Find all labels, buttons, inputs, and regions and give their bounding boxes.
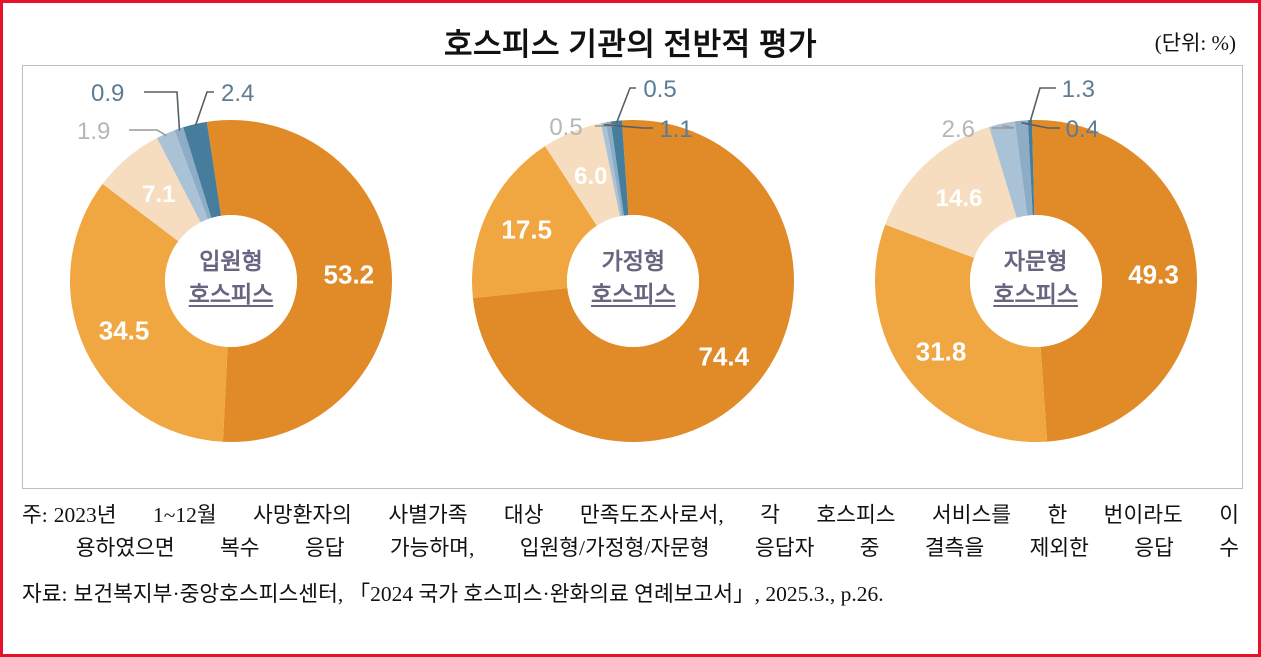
donut-slice [884,126,1017,258]
donut-chart-home: 가정형 호스피스 74.4 17.5 6.0 0.5 0.5 1.1 [431,66,833,490]
callout-leader-line [1021,121,1060,129]
donut-slice [472,146,598,299]
donut-slice [601,122,623,217]
chart-header: 호스피스 기관의 전반적 평가 (단위: %) [3,3,1258,65]
chart-footnotes: 주: 2023년 1~12월 사망환자의 사별가족 대상 만족도조사로서, 각 … [22,499,1239,611]
source-text: 보건복지부·중앙호스피스센터, 「2024 국가 호스피스·완화의료 연례보고서… [73,582,884,607]
donut-slice [69,183,228,442]
donut-slice [1014,120,1033,216]
donut-hole [165,215,297,347]
donut-slice [606,121,625,216]
donut-slice [102,138,201,242]
donut-slice [874,224,1047,442]
donut-slice [1027,120,1034,216]
note-label: 주: [22,503,48,527]
note-line-1: 2023년 1~12월 사망환자의 사별가족 대상 만족도조사로서, 각 호스피… [53,503,1239,527]
donut-slice [206,120,392,442]
note-line-2: 용하였으면 복수 응답 가능하며, 입원형/가정형/자문형 응답자 중 결측을 … [75,535,1239,560]
donut-slice [988,121,1027,218]
callout-leader-line [144,91,181,131]
donut-slice [1031,120,1197,442]
donut-hole [567,215,700,347]
plot-frame: 입원형 호스피스 53.2 34.5 7.1 0.9 2.4 1.9 가정형 호스피스 7… [22,65,1243,489]
callout-leader-line [129,129,167,137]
donut-chart-inpatient: 입원형 호스피스 53.2 34.5 7.1 0.9 2.4 1.9 [29,66,431,490]
donut-svg-2 [874,87,1197,442]
callout-leader-line [616,87,637,124]
unit-note: (단위: %) [1154,31,1236,55]
donut-slice [545,123,621,226]
callout-leader-line [603,123,654,129]
callout-leader-line [991,124,1014,129]
source-row: 자료: 보건복지부·중앙호스피스센터, 「2024 국가 호스피스·완화의료 연… [22,578,1239,610]
donut-slice [611,120,629,216]
donut-charts-row: 입원형 호스피스 53.2 34.5 7.1 0.9 2.4 1.9 가정형 호스피스 7… [23,66,1242,488]
donut-svg-1 [472,87,795,442]
note-body: 2023년 1~12월 사망환자의 사별가족 대상 만족도조사로서, 각 호스피… [54,499,1239,564]
donut-svg-0 [69,91,392,442]
donut-chart-consult: 자문형 호스피스 49.3 31.8 14.6 1.3 0.4 2.6 [834,66,1236,490]
source-label: 자료: [22,582,68,607]
note-row: 주: 2023년 1~12월 사망환자의 사별가족 대상 만족도조사로서, 각 … [22,499,1239,564]
donut-hole [969,215,1102,347]
donut-slice [157,130,208,223]
donut-slice [183,121,222,218]
callout-leader-line [1028,87,1056,123]
donut-slice [473,120,795,442]
donut-slice [174,127,212,220]
callout-leader-line [194,91,214,127]
page-title: 호스피스 기관의 전반적 평가 [444,27,817,62]
